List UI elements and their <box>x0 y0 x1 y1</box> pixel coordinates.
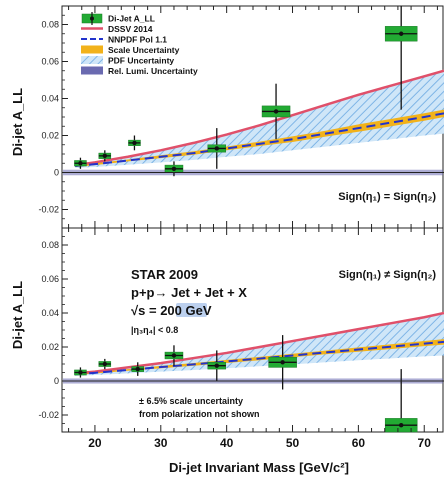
bottom-y-tick-label: 0.04 <box>41 308 59 318</box>
bottom-y-tick-label: -0.02 <box>38 410 59 420</box>
top-nnpdf-curve <box>75 112 444 168</box>
bottom-y-tick-label: 0.02 <box>41 342 59 352</box>
top-y-tick-label: 0.04 <box>41 94 59 104</box>
top-point-marker <box>78 161 83 166</box>
top-point-marker <box>398 31 404 36</box>
bottom-dssv-curve <box>75 311 444 375</box>
eta-cut-label: |η₃η₄| < 0.8 <box>131 325 178 335</box>
x-tick-label: 20 <box>88 436 102 450</box>
top-point-marker <box>171 166 177 171</box>
top-condition-label: Sign(η₁) = Sign(η₂) <box>338 191 436 203</box>
top-point-marker <box>102 153 108 159</box>
legend-entry-label: DSSV 2014 <box>108 24 153 34</box>
legend-entry-label: Scale Uncertainty <box>108 45 180 55</box>
top-point-marker <box>273 109 279 114</box>
legend-entry-label: NNPDF Pol 1.1 <box>108 35 167 45</box>
bottom-y-tick-label: 0 <box>54 376 59 386</box>
bottom-point-marker <box>214 363 219 368</box>
top-y-tick-label: -0.02 <box>38 205 59 215</box>
legend-swatch-marker <box>90 16 94 21</box>
x-tick-label: 60 <box>352 436 366 450</box>
top-point-marker <box>132 140 137 146</box>
x-tick-label: 70 <box>418 436 432 450</box>
bottom-y-tick-label: 0.06 <box>41 274 59 284</box>
top-y-tick-label: 0 <box>54 168 59 178</box>
legend-entry-label: Rel. Lumi. Uncertainty <box>108 66 198 76</box>
bottom-y-axis-title: Di-jet A_LL <box>10 281 25 349</box>
legend-swatch-fill <box>81 66 103 75</box>
x-axis-title: Di-jet Invariant Mass [GeV/c²] <box>169 460 349 475</box>
experiment-label: STAR 2009 <box>131 267 198 282</box>
top-dssv-curve <box>74 69 444 167</box>
bottom-point-marker <box>102 361 108 367</box>
bottom-point-marker <box>135 366 140 372</box>
legend-entry-label: Di-Jet A_LL <box>108 14 155 24</box>
top-y-tick-label: 0.06 <box>41 57 59 67</box>
reaction-label: p+p→ Jet + Jet + X <box>131 285 247 300</box>
bottom-point-marker <box>280 360 285 365</box>
bottom-point-marker <box>398 423 404 428</box>
top-y-axis-title: Di-jet A_LL <box>10 88 25 156</box>
scale-note-line1: ± 6.5% scale uncertainty <box>139 396 243 406</box>
bottom-pdf-uncertainty-band <box>75 313 444 376</box>
top-pdf-uncertainty-band <box>75 70 444 168</box>
bottom-point-marker <box>171 353 177 358</box>
legend-entry-label: PDF Uncertainty <box>108 56 174 66</box>
bottom-nnpdf-curve <box>75 340 444 376</box>
energy-label: √s = 200 GeV <box>131 303 212 318</box>
x-tick-label: 40 <box>220 436 234 450</box>
bottom-y-tick-label: 0.08 <box>41 240 59 250</box>
bottom-condition-label: Sign(η₁) ≠ Sign(η₂) <box>339 269 437 281</box>
legend-swatch-hatch <box>81 56 103 64</box>
x-tick-label: 50 <box>286 436 300 450</box>
bottom-point-marker <box>78 370 83 375</box>
top-point-marker <box>214 146 219 151</box>
scale-note-line2: from polarization not shown <box>139 409 260 419</box>
x-tick-label: 30 <box>154 436 168 450</box>
top-y-tick-label: 0.02 <box>41 131 59 141</box>
top-y-tick-label: 0.08 <box>41 20 59 30</box>
energy-highlight <box>176 303 207 317</box>
legend-swatch-fill <box>81 45 103 54</box>
